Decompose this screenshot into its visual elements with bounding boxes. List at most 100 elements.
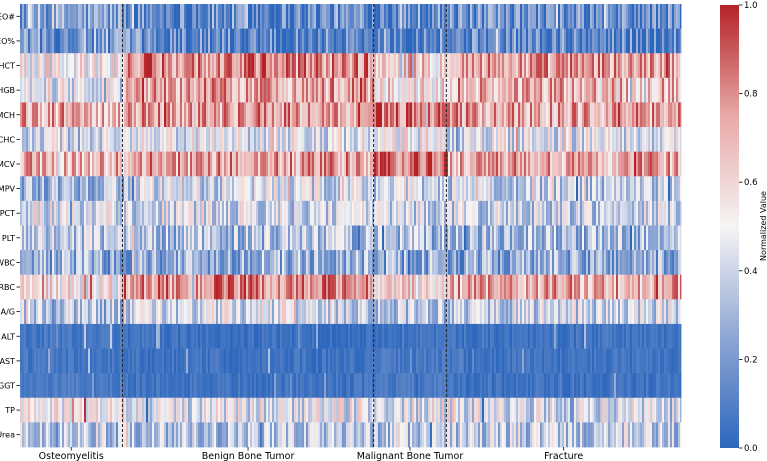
heatmap-cell (618, 323, 621, 349)
heatmap-cell (496, 4, 499, 30)
heatmap-cell (216, 102, 219, 128)
heatmap-cell (176, 127, 179, 153)
heatmap-cell (568, 225, 571, 251)
heatmap-cell (376, 176, 379, 202)
heatmap-cell (74, 102, 77, 128)
heatmap-cell (42, 299, 45, 325)
heatmap-cell (368, 250, 371, 276)
heatmap-cell (560, 274, 563, 300)
heatmap-cell (206, 348, 209, 374)
heatmap-cell (358, 299, 361, 325)
heatmap-cell (464, 348, 467, 374)
heatmap-cell (294, 127, 297, 153)
heatmap-cell (490, 225, 493, 251)
heatmap-cell (632, 200, 635, 226)
heatmap-cell (414, 127, 417, 153)
heatmap-cell (168, 323, 171, 349)
heatmap-cell (272, 225, 275, 251)
heatmap-cell (468, 102, 471, 128)
heatmap-cell (346, 53, 349, 79)
heatmap-cell (340, 127, 343, 153)
heatmap-cell (274, 348, 277, 374)
heatmap-cell (570, 77, 573, 103)
heatmap-cell (102, 250, 105, 276)
heatmap-cell (196, 151, 199, 177)
heatmap-cell (666, 274, 669, 300)
heatmap-cell (336, 77, 339, 103)
heatmap-cell (404, 151, 407, 177)
heatmap-cell (352, 274, 355, 300)
heatmap-cell (130, 323, 133, 349)
heatmap-cell (20, 127, 23, 153)
heatmap-cell (130, 348, 133, 374)
heatmap-cell (590, 225, 593, 251)
heatmap-cell (250, 274, 253, 300)
heatmap-cell (320, 200, 323, 226)
heatmap-cell (430, 127, 433, 153)
heatmap-cell (334, 102, 337, 128)
heatmap-cell (108, 102, 111, 128)
heatmap-cell (196, 127, 199, 153)
heatmap-cell (378, 225, 381, 251)
heatmap-cell (556, 200, 559, 226)
heatmap-cell (326, 77, 329, 103)
heatmap-cell (524, 28, 527, 54)
heatmap-cell (664, 176, 667, 202)
heatmap-cell (608, 53, 611, 79)
heatmap-cell (454, 323, 457, 349)
heatmap-cell (488, 151, 491, 177)
heatmap-cell (618, 28, 621, 54)
heatmap-cell (422, 176, 425, 202)
heatmap-cell (602, 77, 605, 103)
heatmap-cell (136, 299, 139, 325)
heatmap-cell (44, 225, 47, 251)
heatmap-cell (468, 127, 471, 153)
heatmap-cell (262, 323, 265, 349)
heatmap-cell (562, 4, 565, 30)
heatmap-cell (292, 102, 295, 128)
heatmap-cell (634, 102, 637, 128)
heatmap-cell (40, 53, 43, 79)
heatmap-cell (354, 77, 357, 103)
heatmap-cell (636, 299, 639, 325)
heatmap-cell (674, 348, 677, 374)
heatmap-cell (160, 299, 163, 325)
heatmap-cell (650, 102, 653, 128)
heatmap-cell (528, 53, 531, 79)
heatmap-cell (192, 274, 195, 300)
heatmap-cell (32, 127, 35, 153)
heatmap-cell (520, 200, 523, 226)
heatmap-cell (52, 299, 55, 325)
heatmap-cell (626, 102, 629, 128)
heatmap-cell (256, 53, 259, 79)
heatmap-cell (592, 250, 595, 276)
heatmap-cell (84, 151, 87, 177)
heatmap-cell (488, 299, 491, 325)
heatmap-cell (376, 250, 379, 276)
heatmap-cell (524, 151, 527, 177)
heatmap-cell (438, 250, 441, 276)
heatmap-cell (172, 151, 175, 177)
heatmap-cell (628, 151, 631, 177)
heatmap-cell (58, 53, 61, 79)
heatmap-cell (648, 28, 651, 54)
heatmap-cell (132, 102, 135, 128)
heatmap-cell (524, 102, 527, 128)
heatmap-cell (536, 225, 539, 251)
heatmap-cell (188, 274, 191, 300)
heatmap-cell (450, 348, 453, 374)
heatmap-cell (370, 274, 373, 300)
heatmap-cell (150, 200, 153, 226)
heatmap-cell (128, 200, 131, 226)
heatmap-cell (106, 225, 109, 251)
heatmap-cell (478, 323, 481, 349)
heatmap-cell (396, 127, 399, 153)
heatmap-cell (140, 4, 143, 30)
heatmap-cell (474, 4, 477, 30)
heatmap-cell (624, 176, 627, 202)
heatmap-cell (658, 4, 661, 30)
heatmap-cell (642, 250, 645, 276)
heatmap-cell (472, 77, 475, 103)
heatmap-cell (438, 151, 441, 177)
heatmap-cell (40, 348, 43, 374)
